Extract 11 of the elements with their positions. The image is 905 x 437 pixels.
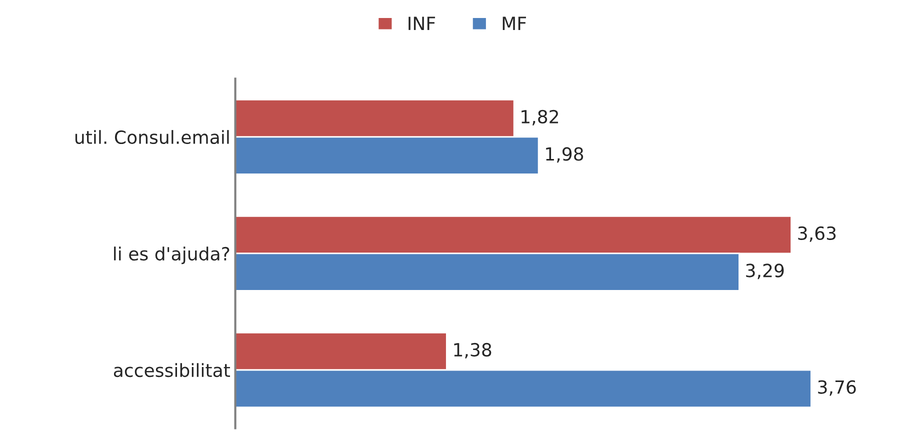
data-label: 1,98 [546, 147, 584, 163]
legend-label: MF [502, 16, 526, 30]
data-label: 3,29 [746, 264, 784, 280]
data-label: 3,63 [798, 226, 836, 242]
data-label: 1,82 [522, 110, 558, 126]
y-tick-label: util. Consul.email [75, 130, 229, 144]
data-label: 1,38 [454, 342, 492, 358]
y-tick-label: li es d'ajuda? [114, 246, 230, 264]
data-label: 3,76 [818, 380, 856, 396]
legend-label: INF [408, 16, 436, 30]
y-tick-label: accessibilitat [114, 363, 230, 378]
